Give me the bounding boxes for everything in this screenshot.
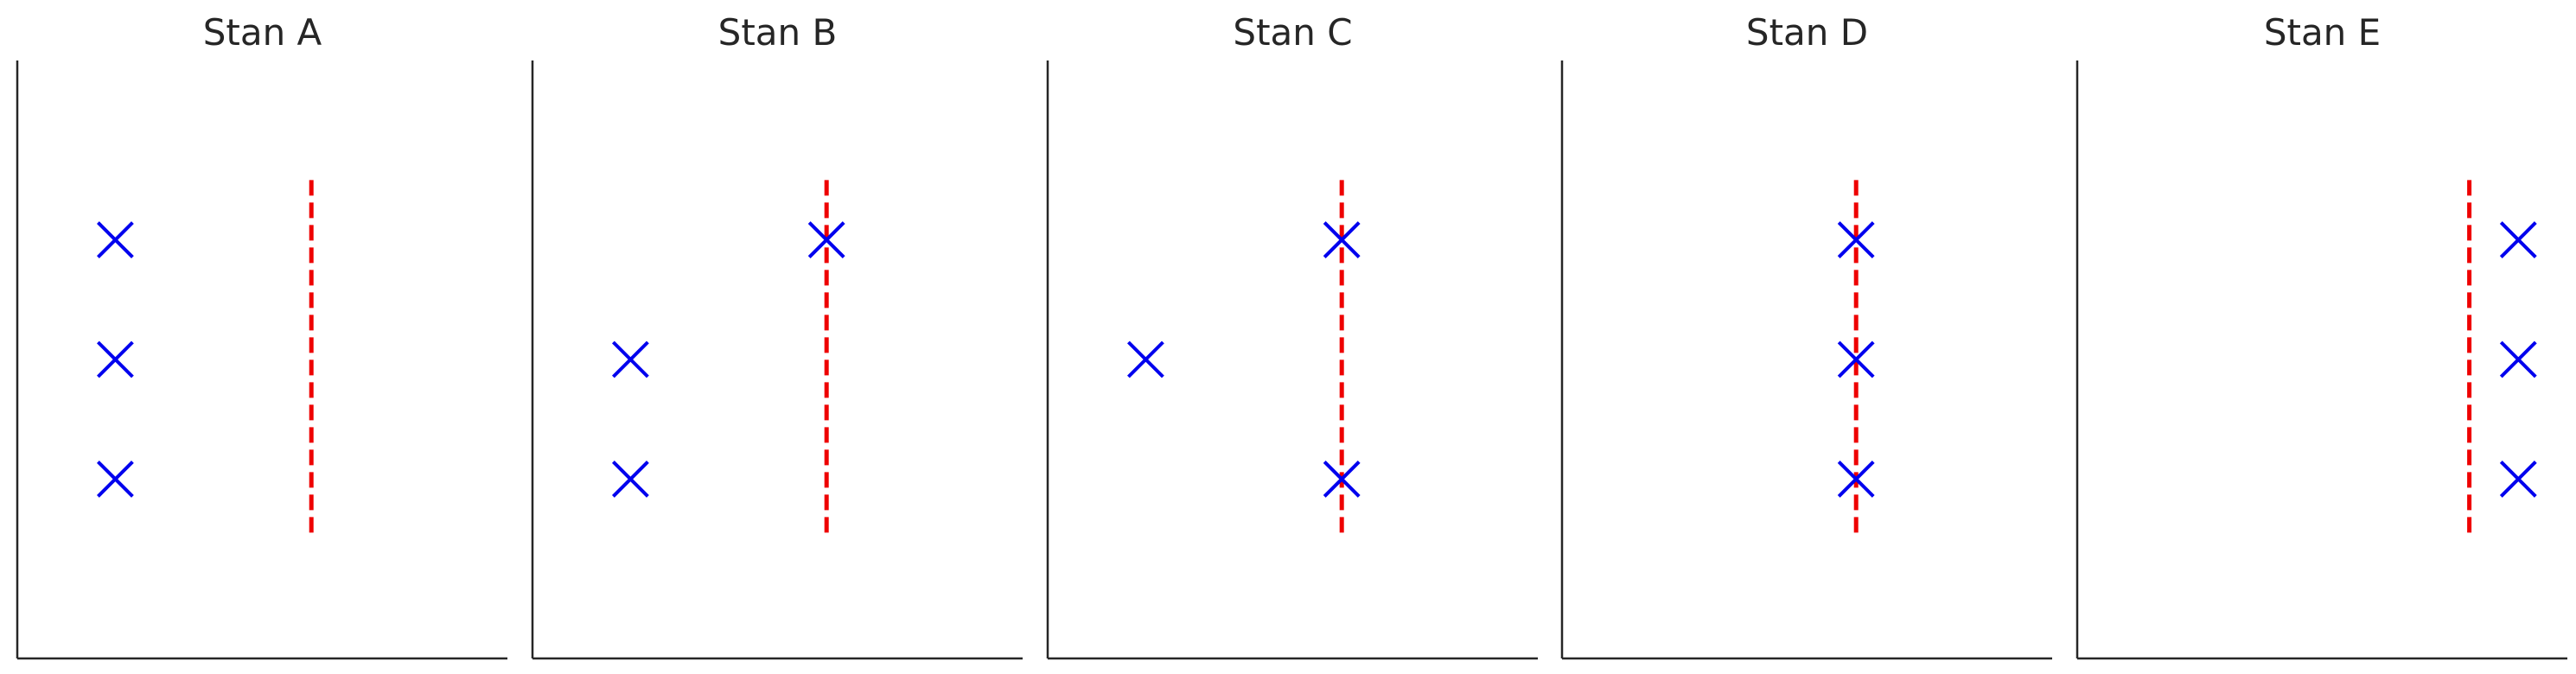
- data-point: [2499, 460, 2537, 498]
- data-point: [96, 340, 134, 378]
- x-marker-stroke: [1126, 340, 1164, 378]
- chart-panel-1: Stan A: [16, 11, 507, 660]
- x-marker-stroke: [1837, 460, 1875, 498]
- data-point: [611, 460, 649, 498]
- data-point: [1837, 340, 1875, 378]
- data-point: [611, 340, 649, 378]
- x-marker-stroke: [2499, 460, 2537, 498]
- panel-title: Stan C: [1233, 11, 1352, 54]
- data-point: [1837, 221, 1875, 259]
- x-marker-stroke: [807, 221, 845, 259]
- data-point: [96, 221, 134, 259]
- panel-title: Stan A: [203, 11, 322, 54]
- data-point: [2499, 221, 2537, 259]
- x-marker-stroke: [2499, 221, 2537, 259]
- chart-panel-4: Stan D: [1560, 11, 2052, 660]
- chart-panel-5: Stan E: [2075, 11, 2567, 660]
- panel-title: Stan D: [1746, 11, 1868, 54]
- data-point: [1323, 460, 1361, 498]
- x-marker-stroke: [1323, 460, 1361, 498]
- data-point: [96, 460, 134, 498]
- x-marker-stroke: [1323, 221, 1361, 259]
- data-point: [2499, 340, 2537, 378]
- x-marker-stroke: [96, 460, 134, 498]
- panel-title: Stan B: [718, 11, 838, 54]
- chart-panel-2: Stan B: [531, 11, 1023, 660]
- x-marker-stroke: [1837, 221, 1875, 259]
- data-point: [1126, 340, 1164, 378]
- x-marker-stroke: [2499, 340, 2537, 378]
- x-marker-stroke: [96, 340, 134, 378]
- x-marker-stroke: [96, 221, 134, 259]
- x-marker-stroke: [1837, 340, 1875, 378]
- data-point: [1837, 460, 1875, 498]
- panel-title: Stan E: [2264, 11, 2381, 54]
- chart-panel-3: Stan C: [1046, 11, 1538, 660]
- data-point: [1323, 221, 1361, 259]
- x-marker-stroke: [611, 460, 649, 498]
- x-marker-stroke: [611, 340, 649, 378]
- data-point: [807, 221, 845, 259]
